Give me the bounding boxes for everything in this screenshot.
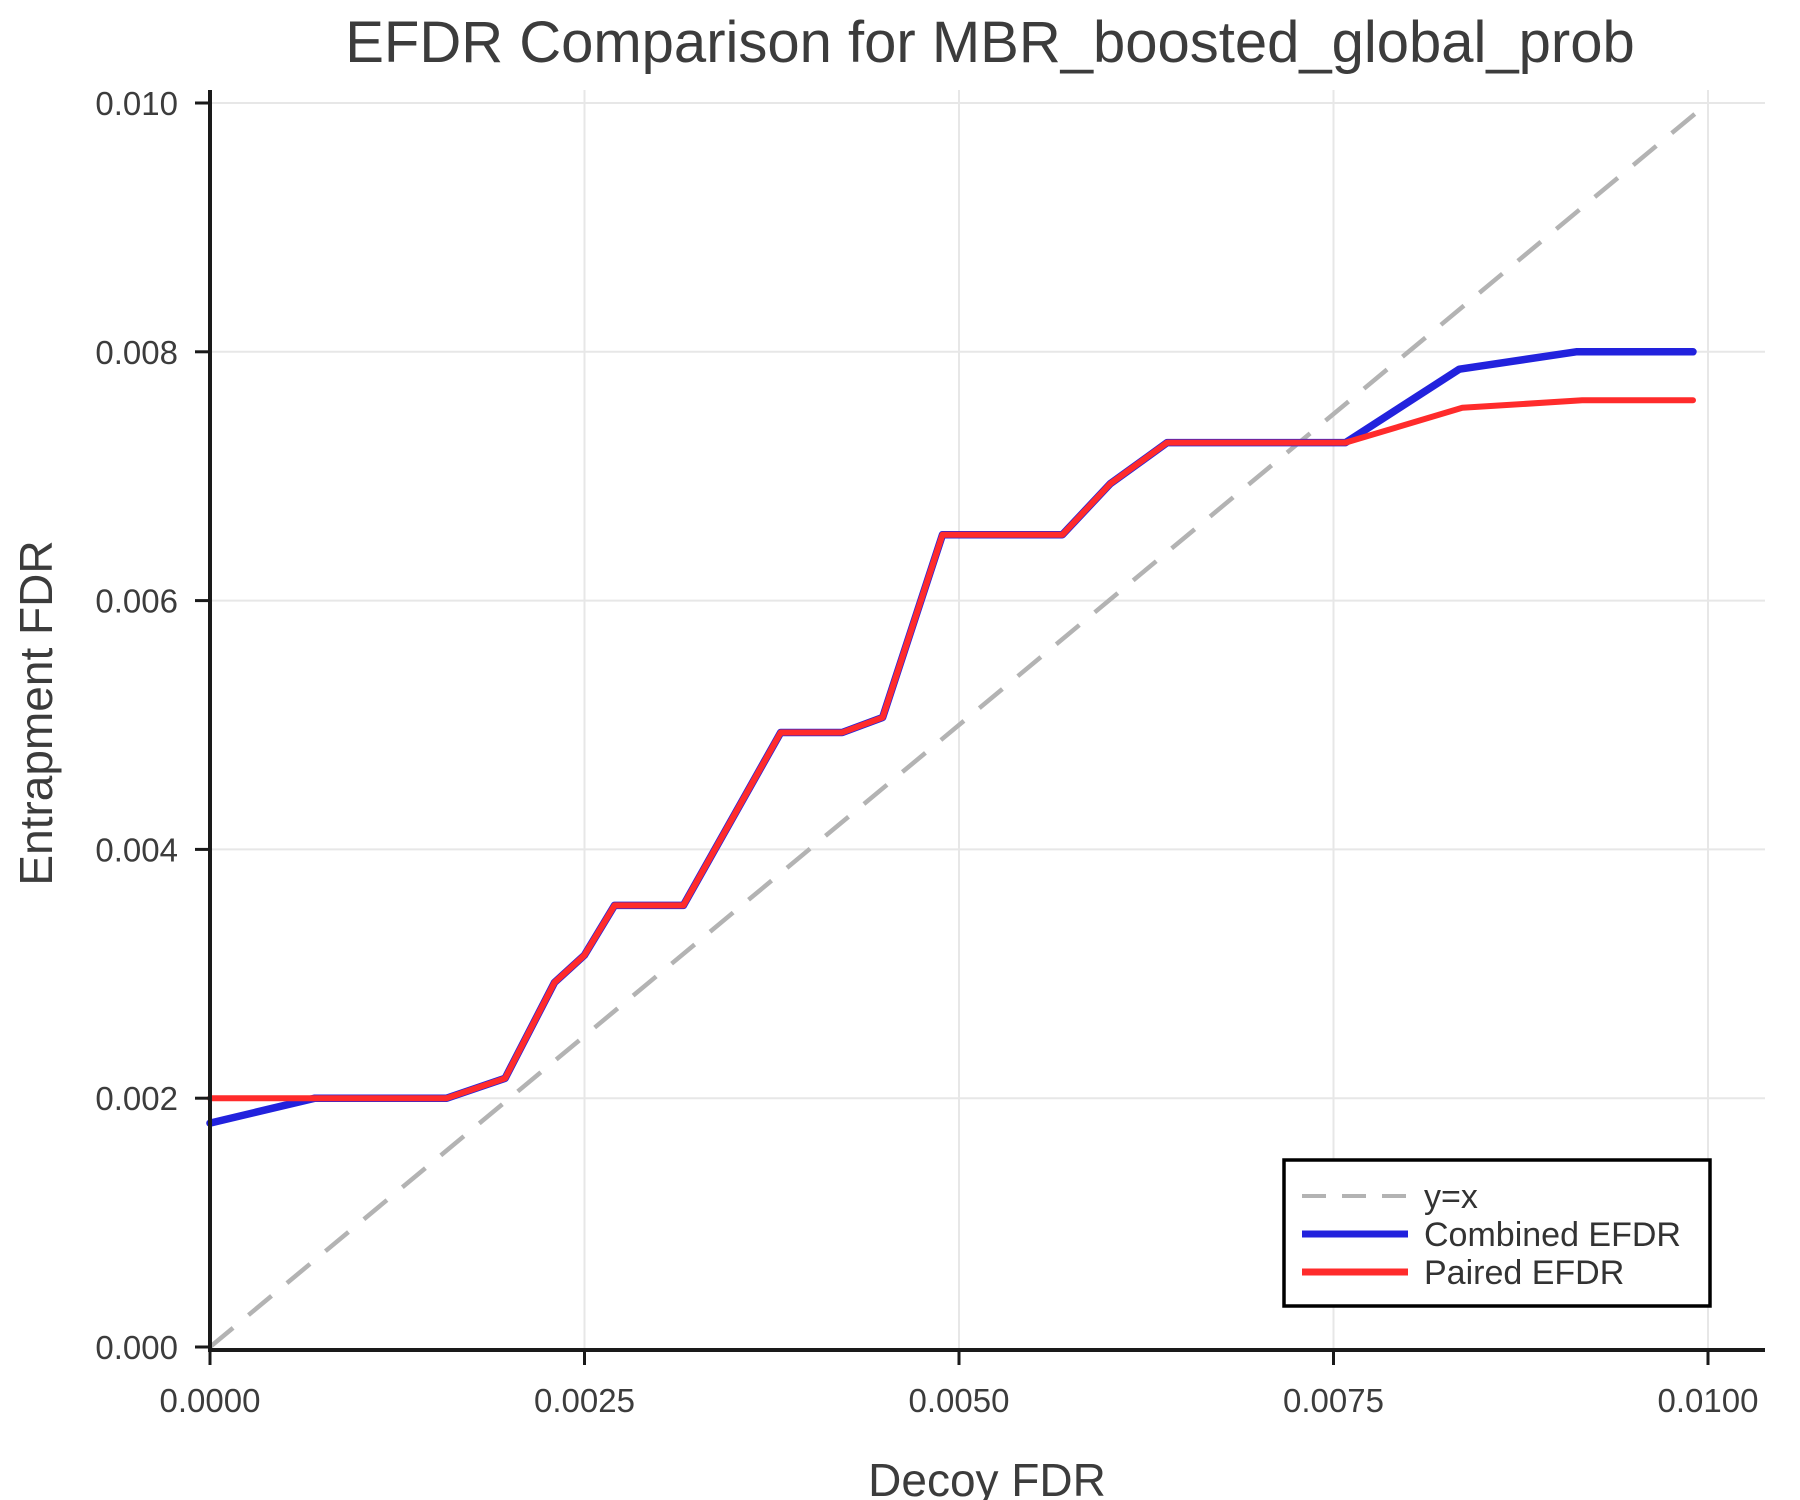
- combined-efdr-line: [206, 348, 1697, 1127]
- legend-label-paired: Paired EFDR: [1424, 1254, 1624, 1292]
- x-tick-label: 0.0025: [534, 1382, 635, 1419]
- chart-title: EFDR Comparison for MBR_boosted_global_p…: [345, 10, 1635, 75]
- y-tick-label: 0.006: [95, 583, 178, 620]
- y-tick-label: 0.004: [95, 831, 178, 868]
- legend: y=x Combined EFDR Paired EFDR: [1282, 1158, 1712, 1308]
- legend-item-paired: Paired EFDR: [1302, 1254, 1624, 1292]
- x-tick-label: 0.0100: [1658, 1382, 1759, 1419]
- x-tick-label: 0.0050: [909, 1382, 1010, 1419]
- grid-lines: [210, 90, 1765, 1350]
- legend-label-combined: Combined EFDR: [1424, 1216, 1681, 1254]
- paired-efdr-line: [207, 397, 1696, 1102]
- y-tick-label: 0.008: [95, 334, 178, 371]
- y-tick-label: 0.000: [95, 1329, 178, 1366]
- identity-line: [208, 101, 1710, 1349]
- tick-labels: 0.0000 0.0025 0.0050 0.0075 0.0100 0.000 0.002…: [95, 85, 1758, 1419]
- y-tick-label: 0.002: [95, 1080, 178, 1117]
- x-axis-label: Decoy FDR: [868, 1454, 1106, 1500]
- y-tick-label: 0.010: [95, 85, 178, 122]
- x-tick-label: 0.0000: [160, 1382, 261, 1419]
- data-series: [206, 101, 1710, 1349]
- axes: [195, 90, 1765, 1365]
- x-tick-label: 0.0075: [1283, 1382, 1384, 1419]
- y-axis-label: Entrapment FDR: [10, 540, 62, 885]
- legend-item-yx: y=x: [1302, 1178, 1478, 1216]
- legend-item-combined: Combined EFDR: [1302, 1216, 1681, 1254]
- legend-label-yx: y=x: [1424, 1178, 1478, 1216]
